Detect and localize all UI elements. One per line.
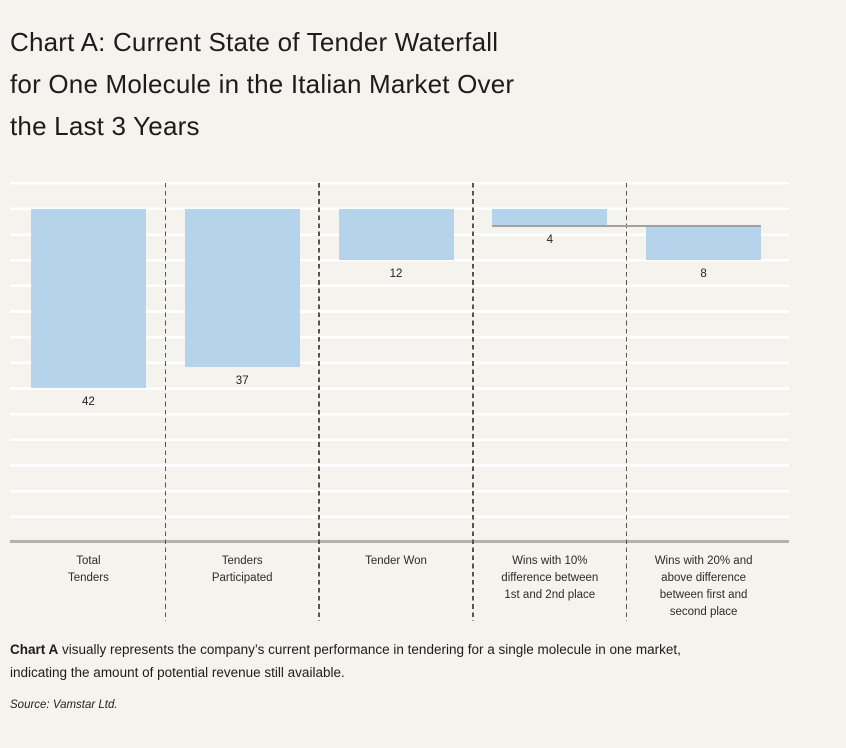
- column-separator-dashed-line: [318, 183, 320, 621]
- page-title: Chart A: Current State of Tender Waterfa…: [10, 27, 515, 141]
- category-label: Wins with 10% difference between 1st and…: [501, 555, 599, 601]
- category-label: Tenders Participated: [211, 555, 273, 584]
- bar-value-label: 12: [389, 267, 403, 280]
- waterfall-connector-line: [492, 224, 762, 227]
- bar-value-label: 42: [82, 396, 95, 409]
- x-axis-line: [10, 540, 789, 543]
- bar-value-label: 37: [235, 374, 249, 387]
- bar: [30, 208, 146, 389]
- bar: [338, 208, 454, 260]
- bar-value-label: 8: [700, 267, 707, 280]
- bar: [492, 208, 608, 226]
- source-note: Source: Vamstar Ltd.: [10, 699, 118, 711]
- bar-value-label: 4: [546, 233, 553, 246]
- column-separator-dashed-line: [625, 183, 628, 621]
- bar: [184, 208, 300, 367]
- column-separator-dashed-line: [164, 183, 167, 621]
- column-separator-dashed-line: [472, 183, 474, 621]
- category-label: Tender Won: [365, 555, 427, 567]
- category-label: Total Tenders: [67, 555, 109, 584]
- chart-caption: Chart A visually represents the company’…: [10, 639, 780, 684]
- bar: [646, 225, 762, 260]
- tender-waterfall-chart: 42 Total Tenders 37 Tenders Participated 12 T…: [0, 182, 846, 622]
- chart-caption-text: visually represents the company’s curren…: [10, 642, 681, 680]
- chart-caption-lead: Chart A: [10, 642, 59, 657]
- category-label: Wins with 20% and above difference betwe…: [654, 555, 753, 618]
